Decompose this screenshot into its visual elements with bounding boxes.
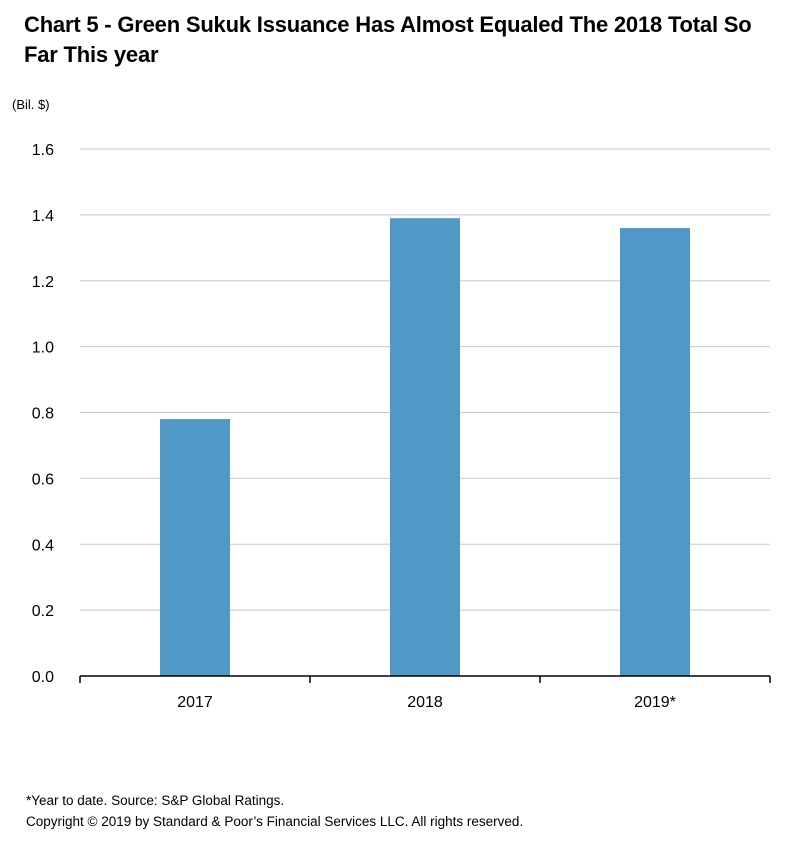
y-axis-unit-label: (Bil. $) (12, 97, 50, 112)
chart-footnote: *Year to date. Source: S&P Global Rating… (26, 790, 523, 832)
y-tick-label: 0.6 (32, 471, 54, 488)
footnote-source: *Year to date. Source: S&P Global Rating… (26, 793, 285, 808)
bar-2017 (160, 419, 230, 676)
x-tick-label: 2019* (634, 694, 676, 711)
y-tick-label: 1.0 (32, 340, 54, 357)
x-tick-label: 2017 (177, 694, 213, 711)
x-axis-tick-labels: 2017 2018 2019* (177, 694, 676, 711)
y-axis-tick-labels: 0.0 0.2 0.4 0.6 0.8 1.0 1.2 1.4 1.6 (32, 142, 54, 686)
y-tick-label: 0.8 (32, 406, 54, 423)
bar-2018 (390, 218, 460, 676)
y-tick-label: 1.2 (32, 274, 54, 291)
chart-title: Chart 5 - Green Sukuk Issuance Has Almos… (24, 12, 752, 67)
x-tick-label: 2018 (407, 694, 443, 711)
bars (160, 218, 690, 677)
y-tick-label: 0.4 (32, 537, 54, 554)
x-axis (79, 675, 771, 683)
y-tick-label: 0.2 (32, 603, 54, 620)
footnote-copyright: Copyright © 2019 by Standard & Poor’s Fi… (26, 814, 524, 829)
bar-chart: 0.0 0.2 0.4 0.6 0.8 1.0 1.2 1.4 1.6 2017 2018 2019… (32, 142, 771, 711)
y-tick-label: 0.0 (32, 669, 54, 686)
y-tick-label: 1.6 (32, 142, 54, 159)
bar-2019 (620, 228, 690, 677)
y-tick-label: 1.4 (32, 208, 54, 225)
